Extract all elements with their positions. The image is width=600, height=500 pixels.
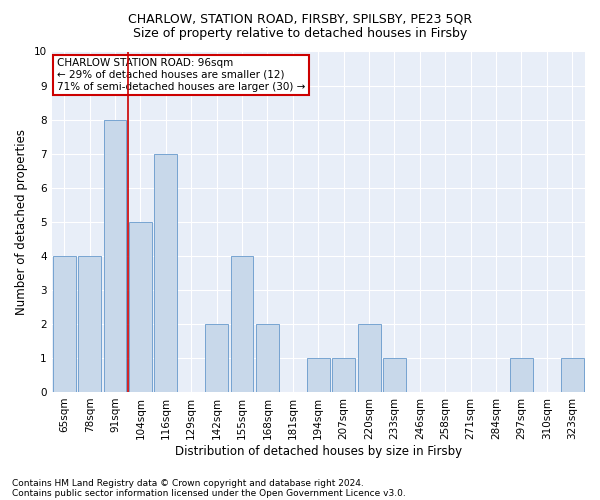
Bar bbox=[510, 358, 533, 392]
Text: Contains public sector information licensed under the Open Government Licence v3: Contains public sector information licen… bbox=[12, 488, 406, 498]
Bar bbox=[78, 256, 101, 392]
Bar bbox=[358, 324, 380, 392]
Bar bbox=[307, 358, 330, 392]
Bar bbox=[53, 256, 76, 392]
Text: Size of property relative to detached houses in Firsby: Size of property relative to detached ho… bbox=[133, 28, 467, 40]
Text: CHARLOW, STATION ROAD, FIRSBY, SPILSBY, PE23 5QR: CHARLOW, STATION ROAD, FIRSBY, SPILSBY, … bbox=[128, 12, 472, 26]
X-axis label: Distribution of detached houses by size in Firsby: Distribution of detached houses by size … bbox=[175, 444, 462, 458]
Text: CHARLOW STATION ROAD: 96sqm
← 29% of detached houses are smaller (12)
71% of sem: CHARLOW STATION ROAD: 96sqm ← 29% of det… bbox=[57, 58, 305, 92]
Bar bbox=[129, 222, 152, 392]
Bar bbox=[104, 120, 127, 392]
Bar bbox=[205, 324, 228, 392]
Bar bbox=[256, 324, 279, 392]
Bar bbox=[230, 256, 253, 392]
Bar bbox=[154, 154, 177, 392]
Bar bbox=[332, 358, 355, 392]
Y-axis label: Number of detached properties: Number of detached properties bbox=[15, 128, 28, 314]
Bar bbox=[383, 358, 406, 392]
Bar bbox=[561, 358, 584, 392]
Text: Contains HM Land Registry data © Crown copyright and database right 2024.: Contains HM Land Registry data © Crown c… bbox=[12, 478, 364, 488]
